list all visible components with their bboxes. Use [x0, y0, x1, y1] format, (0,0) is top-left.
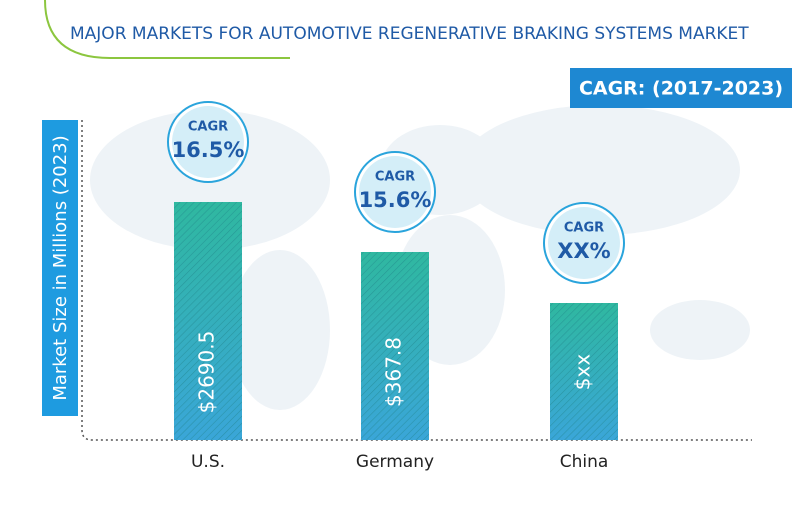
cagr-value: 16.5% [172, 138, 245, 162]
bar-value-label: $2690.5 [195, 331, 219, 414]
category-label: U.S. [191, 452, 225, 472]
y-axis-label: Market Size in Millions (2023) [50, 135, 71, 400]
cagr-label: CAGR [564, 221, 604, 236]
bar-hatch [550, 303, 618, 440]
cagr-value: 15.6% [359, 188, 432, 212]
cagr-circle [359, 156, 431, 228]
accent-line [44, 0, 290, 59]
cagr-value: XX% [557, 239, 610, 263]
bar-value-label: $367.8 [382, 337, 406, 407]
cagr-circle [548, 207, 620, 279]
cagr-circle [172, 106, 244, 178]
bar-hatch [361, 252, 429, 440]
cagr-period: CAGR: (2017-2023) [579, 78, 783, 100]
bar-value-label: $xx [571, 354, 595, 391]
bar-hatch [174, 202, 242, 440]
axis [81, 120, 752, 441]
cagr-label: CAGR [375, 170, 415, 185]
y-axis-label-box [42, 120, 78, 416]
title: MAJOR MARKETS FOR AUTOMOTIVE REGENERATIV… [70, 24, 749, 44]
cagr-period-box [570, 68, 792, 108]
category-label: China [560, 452, 609, 472]
category-label: Germany [356, 452, 434, 472]
cagr-label: CAGR [188, 120, 228, 135]
